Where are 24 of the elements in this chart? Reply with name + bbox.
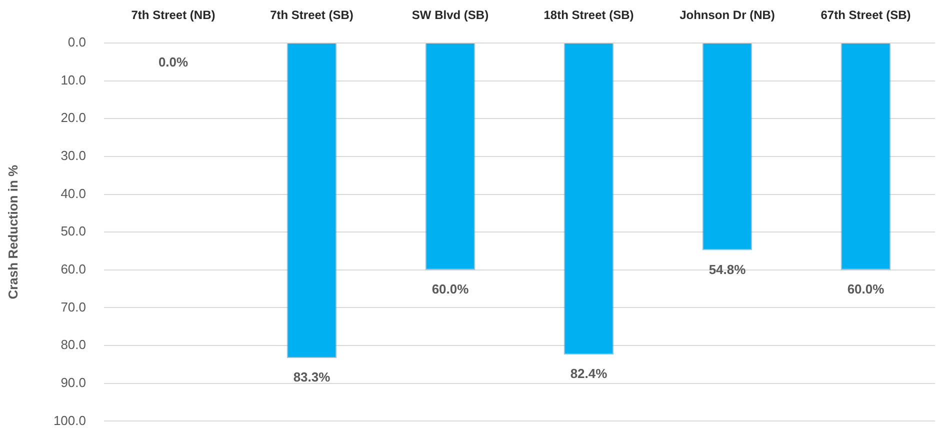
y-tick-label: 0.0 (68, 34, 86, 50)
data-label: 0.0% (158, 54, 188, 70)
x-tick-label: SW Blvd (SB) (412, 8, 489, 22)
data-label: 54.8% (708, 262, 746, 277)
y-axis-title: Crash Reduction in % (5, 164, 20, 300)
data-label: 60.0% (432, 282, 470, 296)
x-tick-label: 7th Street (SB) (270, 8, 354, 22)
y-tick-label: 40.0 (60, 186, 86, 201)
y-tick-label: 30.0 (60, 148, 86, 164)
y-tick-label: 60.0 (60, 262, 86, 276)
data-label: 60.0% (847, 282, 885, 296)
data-label: 82.4% (570, 366, 608, 382)
y-tick-label: 10.0 (60, 72, 86, 88)
y-tick-label: 80.0 (60, 337, 86, 352)
y-tick-label: 90.0 (60, 374, 86, 390)
x-tick-label: 7th Street (NB) (131, 8, 216, 22)
y-tick-label: 50.0 (60, 224, 86, 239)
x-tick-label: 18th Street (SB) (544, 8, 634, 22)
y-tick-label: 20.0 (60, 110, 86, 126)
y-tick-label: 70.0 (60, 299, 86, 314)
y-tick-label: 100.0 (53, 412, 86, 428)
data-label: 83.3% (293, 370, 331, 385)
x-tick-label: 67th Street (SB) (820, 8, 911, 22)
x-tick-label: Johnson Dr (NB) (680, 8, 775, 22)
